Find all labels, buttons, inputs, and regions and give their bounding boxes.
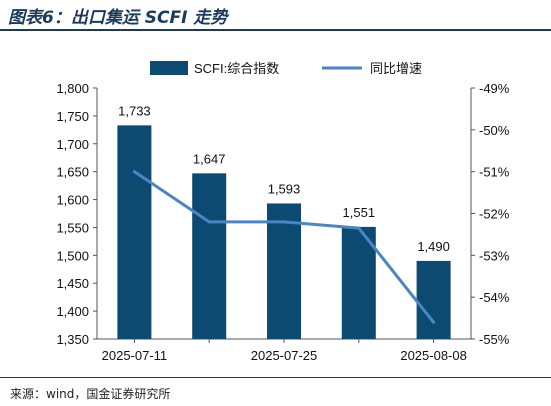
yoy-point: [132, 170, 136, 174]
yoy-point: [282, 220, 286, 224]
bar-data-label: 1,733: [118, 103, 151, 118]
left-axis-tick-label: 1,500: [56, 248, 89, 263]
left-axis-tick-label: 1,750: [56, 109, 89, 124]
bar-data-label: 1,647: [193, 151, 226, 166]
legend: SCFI:综合指数 同比增速: [150, 61, 422, 76]
source-note: 来源：wind，国金证券研究所: [10, 387, 171, 401]
bar-data-label: 1,593: [268, 181, 301, 196]
bar-data-label: 1,551: [343, 205, 376, 220]
chart: SCFI:综合指数 同比增速 1,350 1,400 1,450 1,500 1,550…: [56, 61, 510, 363]
x-axis-tick-label: 2025-08-08: [400, 348, 467, 363]
right-axis-tick-label: -52%: [479, 207, 510, 222]
right-axis-tick-label: -49%: [479, 81, 510, 96]
right-axis-tick-label: -55%: [479, 332, 510, 347]
left-axis-tick-label: 1,650: [56, 165, 89, 180]
bar: [117, 125, 152, 339]
left-axis-tick-label: 1,550: [56, 220, 89, 235]
yoy-point: [207, 220, 211, 224]
bar: [341, 226, 376, 339]
left-axis-tick-label: 1,450: [56, 276, 89, 291]
bars: [117, 125, 451, 339]
bar-data-label: 1,490: [417, 239, 450, 254]
bottom-rule: [0, 377, 551, 378]
yoy-point: [432, 320, 436, 324]
right-axis-tick-label: -54%: [479, 290, 510, 305]
bar: [267, 203, 301, 339]
left-axis-tick-label: 1,800: [56, 81, 89, 96]
axes: 1,350 1,400 1,450 1,500 1,550 1,600 1,650 1,700…: [56, 81, 509, 363]
bar: [416, 260, 451, 339]
left-axis-tick-label: 1,700: [56, 137, 89, 152]
page-title: 图表6：出口集运 SCFI 走势: [8, 8, 228, 28]
left-axis-tick-label: 1,600: [56, 193, 89, 208]
left-axis-tick-label: 1,400: [56, 304, 89, 319]
legend-line-label: 同比增速: [370, 61, 422, 76]
bar: [192, 173, 227, 339]
yoy-point: [357, 226, 361, 230]
legend-bar-label: SCFI:综合指数: [194, 61, 279, 76]
x-axis-tick-label: 2025-07-11: [102, 348, 168, 363]
left-axis-tick-label: 1,350: [56, 332, 89, 347]
x-axis-tick-label: 2025-07-25: [251, 348, 318, 363]
line-series: [132, 170, 436, 324]
right-axis-tick-label: -53%: [479, 248, 510, 263]
title-rule: [0, 29, 551, 31]
right-axis-tick-label: -50%: [479, 123, 510, 138]
legend-bar-swatch: [150, 61, 188, 75]
right-axis-tick-label: -51%: [479, 165, 510, 180]
data-labels: 1,733 1,647 1,593 1,551 1,490: [118, 103, 450, 254]
